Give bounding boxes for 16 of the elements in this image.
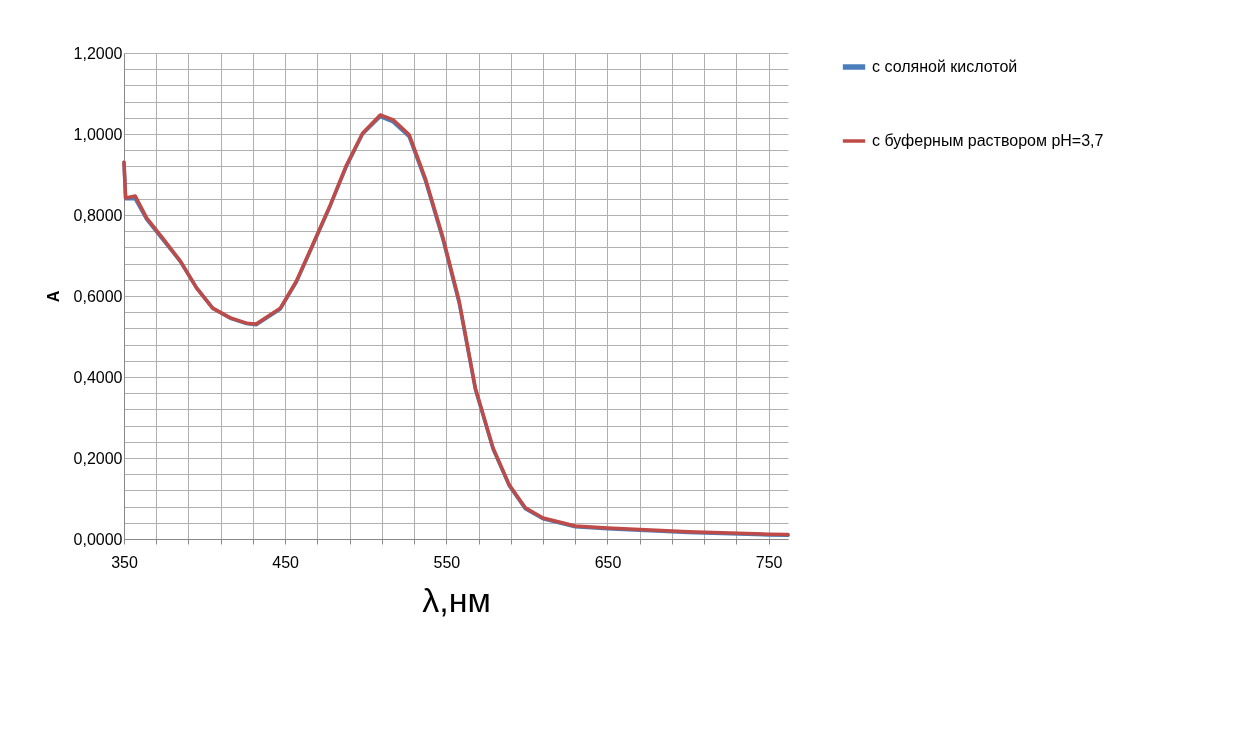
x-tick-label: 650 xyxy=(594,553,622,571)
x-tick-label: 350 xyxy=(111,553,138,571)
y-tick-label: 1,0000 xyxy=(73,125,123,143)
x-tick-label: 550 xyxy=(433,553,461,571)
legend-label: с соляной кислотой xyxy=(872,58,1018,75)
x-axis-title: λ,нм xyxy=(422,580,491,619)
y-tick-label: 0,8000 xyxy=(73,206,123,224)
y-tick-label: 0,0000 xyxy=(73,530,123,548)
x-tick-label: 450 xyxy=(272,553,300,571)
y-axis-title: А xyxy=(44,290,62,303)
y-tick-label: 0,2000 xyxy=(73,449,123,467)
legend-label: с буферным раствором pH=3,7 xyxy=(872,132,1104,149)
x-tick-label: 750 xyxy=(755,553,783,571)
y-tick-label: 1,2000 xyxy=(73,44,123,62)
y-tick-label: 0,6000 xyxy=(73,287,123,305)
y-tick-label: 0,4000 xyxy=(73,368,123,386)
